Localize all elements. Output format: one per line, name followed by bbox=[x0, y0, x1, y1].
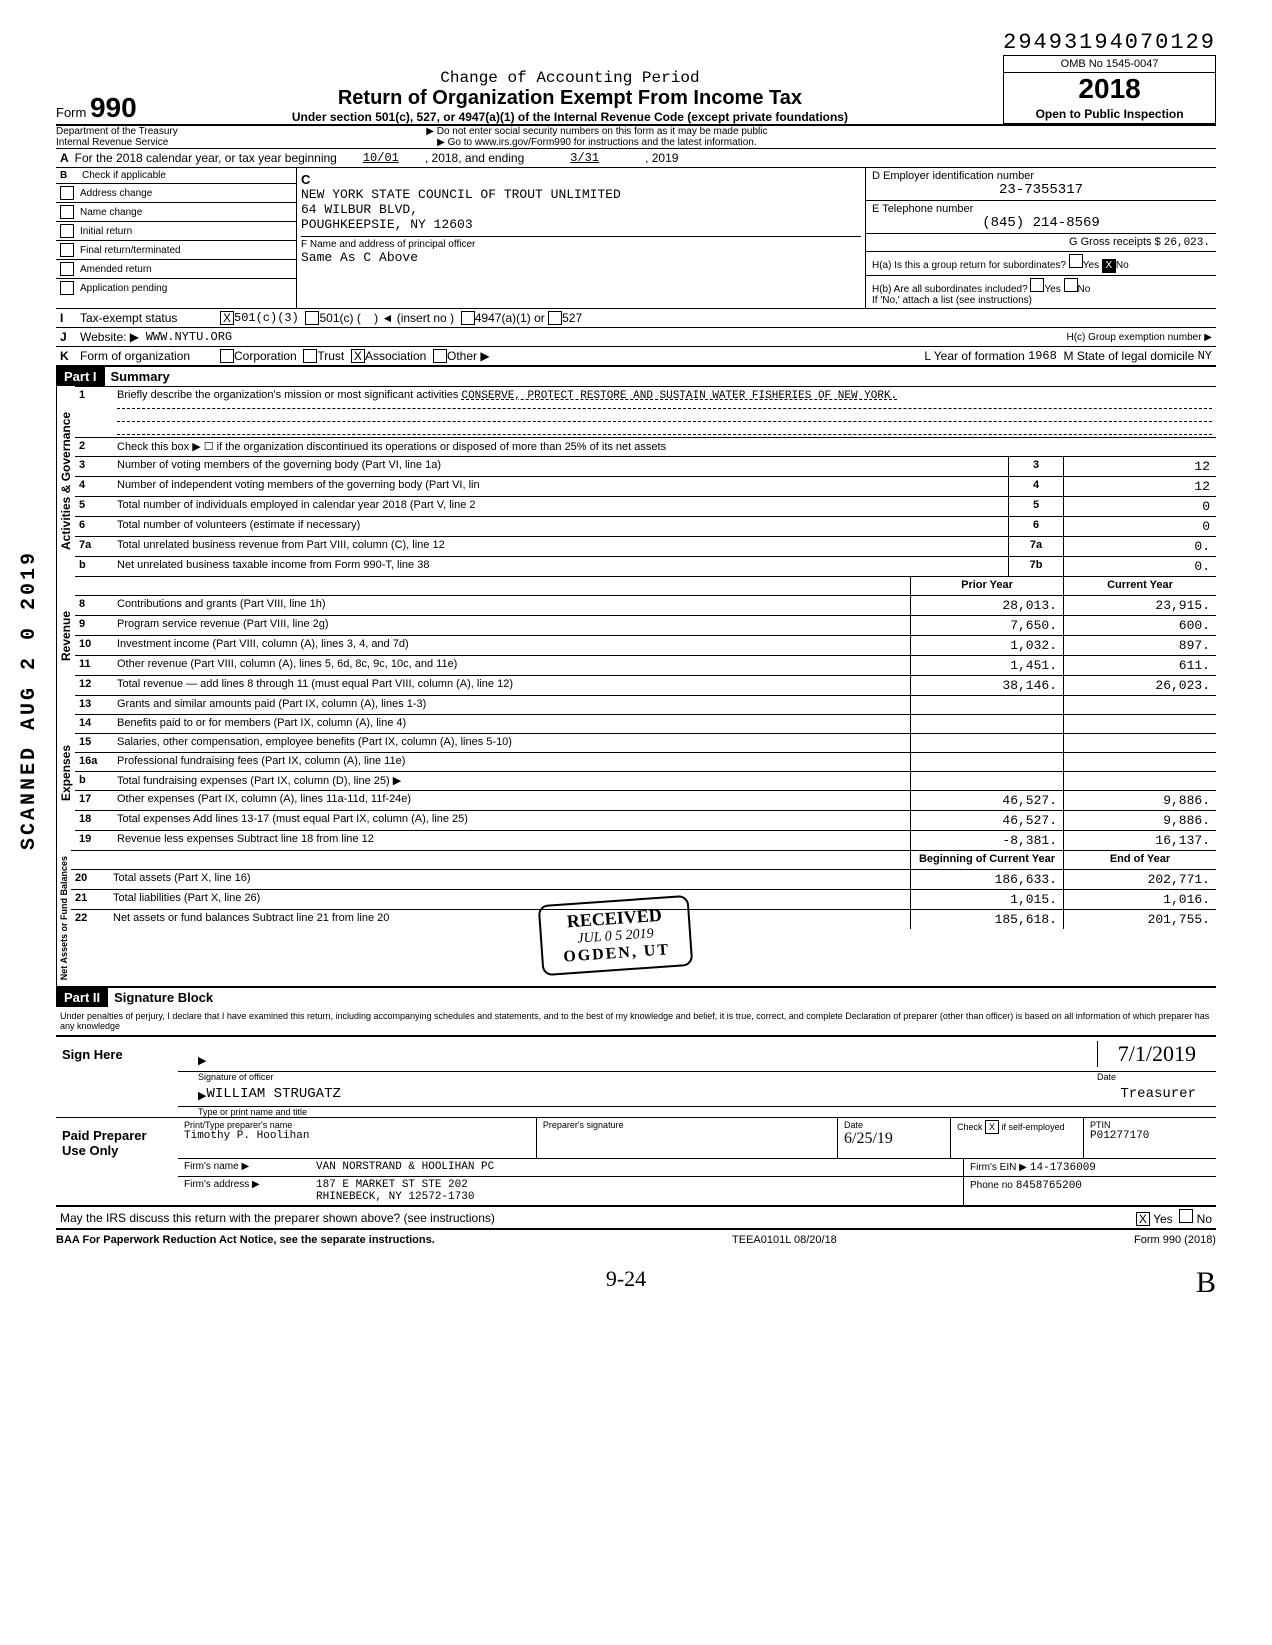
col-current: Current Year bbox=[1063, 577, 1216, 595]
ha-yes[interactable] bbox=[1069, 254, 1083, 268]
chk-corp[interactable] bbox=[220, 349, 234, 363]
dept-treasury: Department of the Treasury bbox=[56, 126, 178, 137]
change-title: Change of Accounting Period bbox=[157, 69, 983, 87]
row-a-mid: , 2018, and ending bbox=[425, 151, 524, 165]
row-a-end: 3/31 bbox=[530, 151, 639, 165]
ein: 23-7355317 bbox=[872, 182, 1210, 198]
dln: 29493194070129 bbox=[1003, 30, 1216, 55]
discuss-yes[interactable]: X bbox=[1136, 1212, 1150, 1226]
row-a-pre: For the 2018 calendar year, or tax year … bbox=[75, 151, 337, 165]
baa: BAA For Paperwork Reduction Act Notice, … bbox=[56, 1234, 435, 1246]
chk-4947[interactable] bbox=[461, 311, 475, 325]
chk-name-change[interactable] bbox=[60, 205, 74, 219]
firm-addr1: 187 E MARKET ST STE 202 bbox=[316, 1179, 957, 1191]
org-name: NEW YORK STATE COUNCIL OF TROUT UNLIMITE… bbox=[301, 187, 861, 202]
phone: (845) 214-8569 bbox=[872, 215, 1210, 231]
hb-no[interactable] bbox=[1064, 278, 1078, 292]
handwritten-2: B bbox=[1196, 1266, 1216, 1300]
chk-initial[interactable] bbox=[60, 224, 74, 238]
subtitle: Under section 501(c), 527, or 4947(a)(1)… bbox=[157, 110, 983, 124]
chk-pending[interactable] bbox=[60, 281, 74, 295]
scanned-stamp: SCANNED AUG 2 0 2019 bbox=[18, 550, 41, 850]
firm-phone: 8458765200 bbox=[1016, 1180, 1082, 1192]
row-a-begin: 10/01 bbox=[343, 151, 419, 165]
officer-signature bbox=[206, 1041, 212, 1067]
firm-name: VAN NORSTRAND & HOOLIHAN PC bbox=[310, 1159, 964, 1176]
chk-self-emp[interactable]: X bbox=[985, 1120, 999, 1134]
teea: TEEA0101L 08/20/18 bbox=[732, 1234, 837, 1246]
firm-ein: 14-1736009 bbox=[1030, 1162, 1096, 1174]
rev-label: Revenue bbox=[56, 576, 75, 695]
form-foot: Form 990 (2018) bbox=[1134, 1234, 1216, 1246]
g-label: G Gross receipts $ bbox=[1069, 236, 1161, 248]
state-domicile: NY bbox=[1198, 349, 1212, 363]
d-label: D Employer identification number bbox=[872, 170, 1034, 182]
chk-527[interactable] bbox=[548, 311, 562, 325]
col-end: End of Year bbox=[1063, 851, 1216, 869]
sig-date-val: 7/1/2019 bbox=[1118, 1041, 1196, 1066]
mission: CONSERVE, PROTECT RESTORE AND SUSTAIN WA… bbox=[461, 390, 897, 402]
e-label: E Telephone number bbox=[872, 203, 973, 215]
chk-amended[interactable] bbox=[60, 262, 74, 276]
b-check-label: Check if applicable bbox=[82, 170, 166, 181]
preparer-date: 6/25/19 bbox=[844, 1130, 944, 1148]
paid-preparer: Paid Preparer Use Only bbox=[56, 1118, 178, 1205]
gov-label: Activities & Governance bbox=[56, 386, 75, 576]
f-val: Same As C Above bbox=[301, 250, 861, 265]
org-addr1: 64 WILBUR BLVD, bbox=[301, 202, 861, 217]
part2-label: Part II bbox=[56, 988, 108, 1007]
firm-addr2: RHINEBECK, NY 12572-1730 bbox=[316, 1191, 957, 1203]
officer-name: WILLIAM STRUGATZ bbox=[206, 1086, 340, 1102]
exp-label: Expenses bbox=[56, 695, 75, 850]
col-prior: Prior Year bbox=[910, 577, 1063, 595]
gross-receipts: 26,023. bbox=[1164, 237, 1210, 249]
hb-yes[interactable] bbox=[1030, 278, 1044, 292]
discuss: May the IRS discuss this return with the… bbox=[60, 1211, 495, 1225]
handwritten-1: 9-24 bbox=[606, 1266, 646, 1291]
part1-label: Part I bbox=[56, 367, 105, 386]
open-inspection: Open to Public Inspection bbox=[1003, 105, 1216, 124]
chk-final[interactable] bbox=[60, 243, 74, 257]
officer-title: Treasurer bbox=[1120, 1086, 1196, 1102]
preparer-sig bbox=[543, 1130, 831, 1156]
net-label: Net Assets or Fund Balances bbox=[56, 850, 71, 986]
chk-address-change[interactable] bbox=[60, 186, 74, 200]
org-addr2: POUGHKEEPSIE, NY 12603 bbox=[301, 217, 861, 232]
col-begin: Beginning of Current Year bbox=[910, 851, 1063, 869]
part1-title: Summary bbox=[105, 369, 170, 384]
ptin: P01277170 bbox=[1090, 1130, 1210, 1142]
discuss-no[interactable] bbox=[1179, 1209, 1193, 1223]
year-formation: 1968 bbox=[1028, 349, 1057, 363]
tax-year: 2018 bbox=[1003, 73, 1216, 105]
perjury: Under penalties of perjury, I declare th… bbox=[56, 1007, 1216, 1035]
chk-assoc[interactable]: X bbox=[351, 349, 365, 363]
part2-title: Signature Block bbox=[108, 990, 213, 1005]
note2: ▶ Go to www.irs.gov/Form990 for instruct… bbox=[178, 137, 1016, 148]
received-stamp: RECEIVED JUL 0 5 2019 OGDEN, UT bbox=[538, 895, 693, 976]
form-label: Form 990 bbox=[56, 92, 137, 124]
dept-irs: Internal Revenue Service bbox=[56, 137, 178, 148]
chk-501c3[interactable]: X bbox=[220, 311, 234, 325]
chk-501c[interactable] bbox=[305, 311, 319, 325]
chk-trust[interactable] bbox=[303, 349, 317, 363]
website: WWW.NYTU.ORG bbox=[146, 330, 232, 344]
preparer-name: Timothy P. Hoolihan bbox=[184, 1130, 530, 1142]
sign-here: Sign Here bbox=[56, 1037, 178, 1117]
main-title: Return of Organization Exempt From Incom… bbox=[157, 87, 983, 110]
note1: ▶ Do not enter social security numbers o… bbox=[178, 126, 1016, 137]
chk-other[interactable] bbox=[433, 349, 447, 363]
f-label: F Name and address of principal officer bbox=[301, 236, 861, 250]
omb: OMB No 1545-0047 bbox=[1003, 55, 1216, 73]
row-a-post: , 2019 bbox=[645, 151, 678, 165]
ha-no[interactable]: X bbox=[1102, 259, 1116, 273]
